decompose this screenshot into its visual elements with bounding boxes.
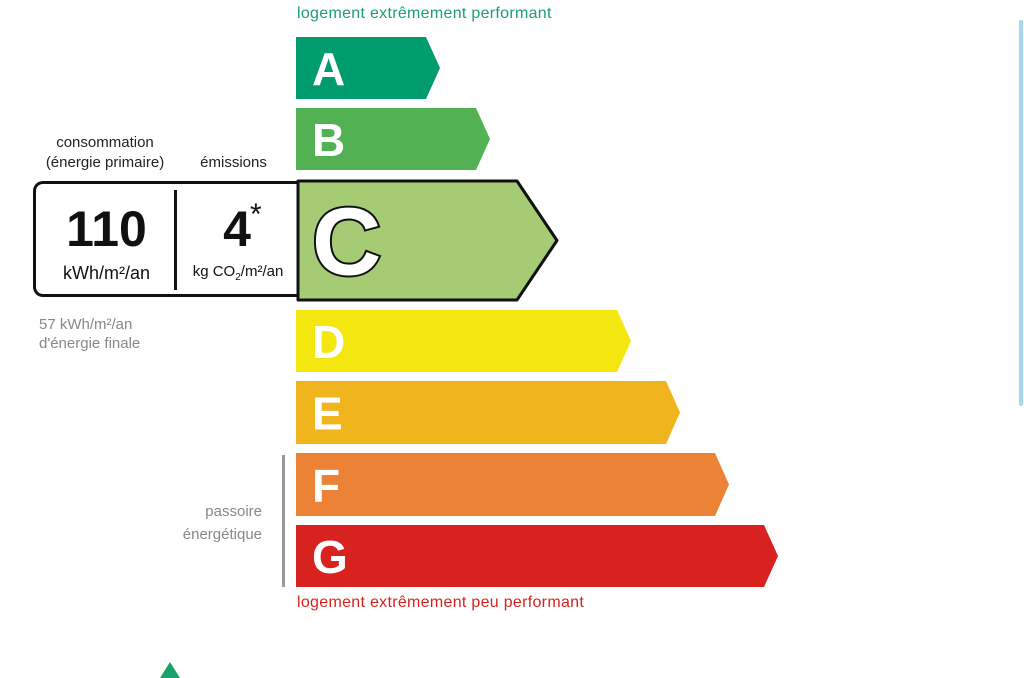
passoire-line2: énergétique [182, 526, 262, 543]
consumption-header-line2: (énergie primaire) [45, 154, 165, 171]
energy-class-letter-g: G [312, 531, 348, 583]
emissions-asterisk: * [250, 198, 262, 231]
final-energy-line1: 57 kWh/m²/an [39, 316, 133, 333]
values-box [33, 181, 298, 297]
consumption-header: consommation (énergie primaire) [30, 133, 180, 173]
energy-class-bar-a [296, 37, 440, 99]
energy-class-letter-e: E [312, 388, 343, 440]
bottom-caption: logement extrêmement peu performant [297, 594, 585, 611]
emissions-unit-prefix: kg CO [192, 263, 236, 280]
emissions-unit-sub: 2 [235, 272, 241, 283]
consumption-value: 110 [66, 201, 147, 257]
energy-class-bar-g [296, 525, 778, 587]
passoire-label: passoire énergétique [160, 500, 262, 546]
energy-class-bar-b [296, 108, 490, 170]
passoire-line1: passoire [205, 503, 262, 520]
energy-class-letter-a: A [312, 43, 345, 95]
emissions-unit: kg CO2/m²/an [180, 263, 296, 283]
emissions-unit-suffix: /m²/an [240, 263, 284, 280]
panel-edge [1019, 20, 1023, 406]
energy-class-bar-c [296, 179, 559, 302]
top-caption: logement extrêmement performant [297, 5, 552, 22]
final-energy-note: 57 kWh/m²/an d'énergie finale [39, 315, 140, 353]
passoire-bracket [282, 455, 285, 587]
final-energy-line2: d'énergie finale [39, 335, 141, 352]
energy-class-bar-e [296, 381, 680, 444]
energy-class-letter-b: B [312, 114, 345, 166]
consumption-header-line1: consommation [56, 134, 154, 151]
energy-class-letter-d: D [312, 316, 345, 368]
energy-class-bar-f [296, 453, 729, 516]
consumption-unit: kWh/m²/an [62, 263, 150, 283]
energy-class-bar-d [296, 310, 631, 372]
energy-class-letter-f: F [312, 460, 340, 512]
emissions-value: 4 [223, 201, 251, 257]
class-marker-triangle [160, 662, 180, 678]
energy-class-letter-c: C [312, 189, 381, 296]
emissions-header: émissions [200, 154, 267, 171]
values-divider [174, 190, 177, 290]
